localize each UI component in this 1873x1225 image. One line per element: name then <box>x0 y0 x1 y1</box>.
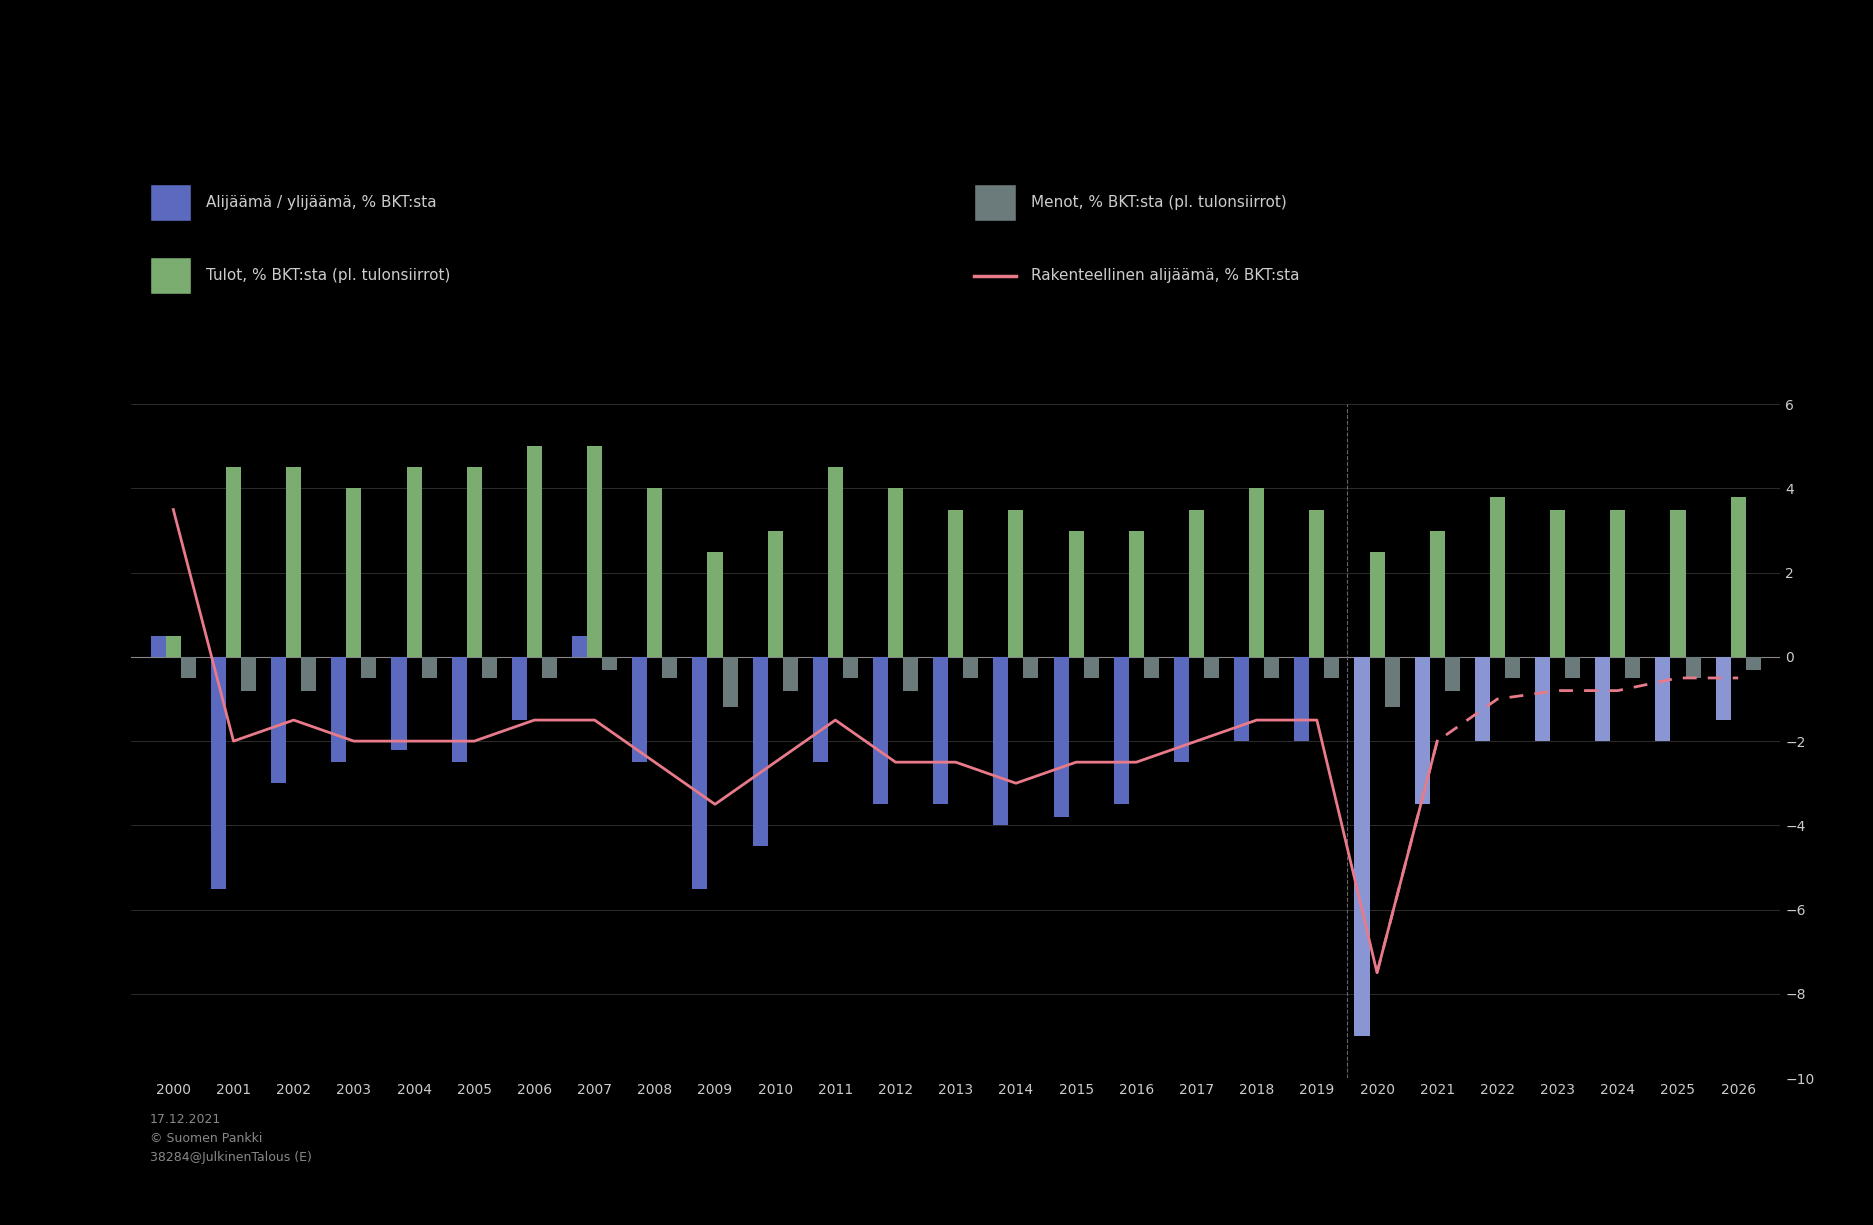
Bar <box>1083 657 1098 677</box>
Text: Menot, % BKT:sta (pl. tulonsiirrot): Menot, % BKT:sta (pl. tulonsiirrot) <box>1030 195 1285 209</box>
Bar <box>150 636 165 657</box>
Bar <box>753 657 768 846</box>
Bar <box>1309 510 1324 657</box>
Bar <box>1594 657 1609 741</box>
Bar <box>1249 489 1264 657</box>
Bar <box>1654 657 1669 741</box>
Bar <box>691 657 708 888</box>
Bar <box>421 657 436 677</box>
Bar <box>1489 497 1504 657</box>
Bar <box>708 551 723 657</box>
Bar <box>1068 530 1083 657</box>
Bar <box>1294 657 1309 741</box>
Bar <box>646 489 661 657</box>
Bar <box>272 657 287 783</box>
Bar <box>406 468 421 657</box>
Bar <box>723 657 738 707</box>
Bar <box>1714 657 1731 720</box>
Bar <box>813 657 828 762</box>
Bar <box>993 657 1008 826</box>
Bar <box>526 446 541 657</box>
Bar <box>451 657 466 762</box>
Bar <box>391 657 406 750</box>
Bar <box>287 468 302 657</box>
Bar <box>1684 657 1699 677</box>
Bar <box>661 657 676 677</box>
Bar <box>1369 551 1384 657</box>
Bar <box>1414 657 1429 805</box>
Bar <box>466 468 481 657</box>
Bar <box>1324 657 1339 677</box>
Bar <box>242 657 257 691</box>
Bar <box>903 657 918 691</box>
Bar <box>180 657 197 677</box>
Bar <box>1564 657 1579 677</box>
Bar <box>828 468 843 657</box>
Bar <box>1746 657 1761 670</box>
Bar <box>481 657 496 677</box>
Bar <box>948 510 963 657</box>
Bar <box>1234 657 1249 741</box>
Text: 17.12.2021
© Suomen Pankki
38284@JulkinenTalous (E): 17.12.2021 © Suomen Pankki 38284@Julkine… <box>150 1112 311 1164</box>
Bar <box>227 468 242 657</box>
Bar <box>332 657 347 762</box>
Bar <box>1143 657 1158 677</box>
Bar <box>783 657 798 691</box>
Bar <box>1187 510 1202 657</box>
Bar <box>1053 657 1068 817</box>
Bar <box>888 489 903 657</box>
Text: Rakenteellinen alijäämä, % BKT:sta: Rakenteellinen alijäämä, % BKT:sta <box>1030 268 1298 283</box>
Bar <box>1384 657 1399 707</box>
Bar <box>933 657 948 805</box>
Bar <box>347 489 361 657</box>
Bar <box>571 636 586 657</box>
Bar <box>1113 657 1128 805</box>
Text: Tulot, % BKT:sta (pl. tulonsiirrot): Tulot, % BKT:sta (pl. tulonsiirrot) <box>206 268 450 283</box>
Bar <box>541 657 556 677</box>
Bar <box>1264 657 1279 677</box>
Bar <box>1444 657 1459 691</box>
Bar <box>1609 510 1624 657</box>
Bar <box>586 446 601 657</box>
Bar <box>1474 657 1489 741</box>
Bar <box>511 657 526 720</box>
Bar <box>601 657 616 670</box>
Bar <box>1128 530 1143 657</box>
Bar <box>1549 510 1564 657</box>
Bar <box>302 657 317 691</box>
Bar <box>963 657 978 677</box>
Bar <box>165 636 180 657</box>
Bar <box>1008 510 1023 657</box>
Bar <box>361 657 376 677</box>
Bar <box>873 657 888 805</box>
Text: Alijäämä / ylijäämä, % BKT:sta: Alijäämä / ylijäämä, % BKT:sta <box>206 195 436 209</box>
Bar <box>1202 657 1219 677</box>
Bar <box>768 530 783 657</box>
Bar <box>1624 657 1639 677</box>
Bar <box>1669 510 1684 657</box>
Bar <box>1354 657 1369 1036</box>
Bar <box>843 657 858 677</box>
Bar <box>1429 530 1444 657</box>
Bar <box>631 657 646 762</box>
Bar <box>1504 657 1519 677</box>
Bar <box>1731 497 1746 657</box>
Bar <box>1172 657 1187 762</box>
Bar <box>1023 657 1038 677</box>
Bar <box>1534 657 1549 741</box>
Bar <box>212 657 227 888</box>
